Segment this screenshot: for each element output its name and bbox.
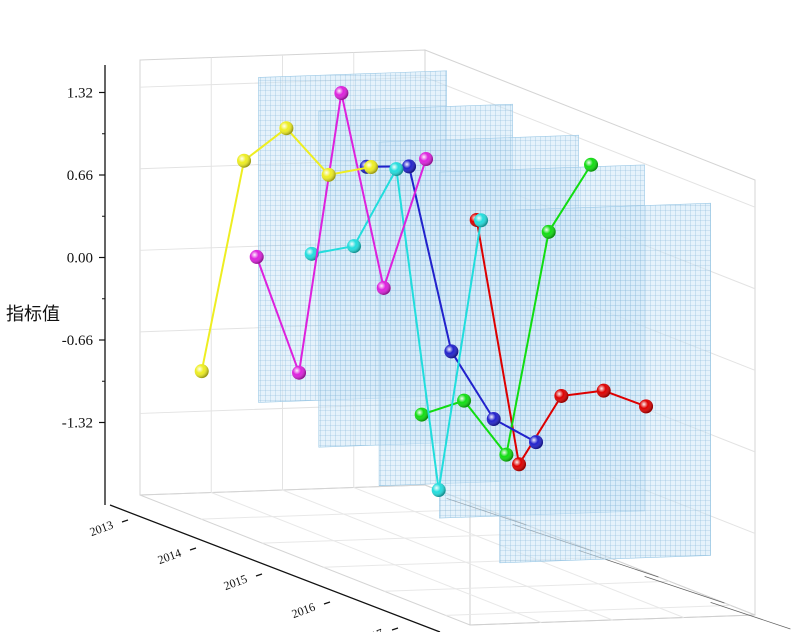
series-point-yellow xyxy=(279,121,294,136)
series-point-yellow xyxy=(321,167,336,182)
series-point-green xyxy=(499,447,514,462)
point-shine xyxy=(431,483,446,498)
year-tick xyxy=(323,601,331,605)
floor-gridline xyxy=(384,580,670,592)
plane-floor-line xyxy=(710,602,791,630)
year-tick-label: 2017 xyxy=(358,626,385,632)
point-shine xyxy=(414,407,429,422)
series-point-cyan xyxy=(347,239,362,254)
y-axis-title: 指标值 xyxy=(6,304,60,325)
point-shine xyxy=(304,246,319,261)
point-shine xyxy=(639,399,654,414)
point-shine xyxy=(419,152,434,167)
series-point-cyan xyxy=(304,246,319,261)
point-shine xyxy=(237,153,252,168)
point-shine xyxy=(402,159,417,174)
series-point-green xyxy=(584,157,599,172)
year-tick xyxy=(391,627,399,631)
series-point-magenta xyxy=(334,86,349,101)
series-point-red xyxy=(512,457,527,472)
floor-gridline xyxy=(211,492,542,623)
point-shine xyxy=(554,388,569,403)
point-shine xyxy=(457,393,472,408)
point-shine xyxy=(334,86,349,101)
y-tick-label: 1.32 xyxy=(67,86,93,102)
y-tick-label: 0.66 xyxy=(67,168,94,184)
series-point-green xyxy=(414,407,429,422)
series-point-magenta xyxy=(249,249,264,264)
year-tick xyxy=(255,573,263,577)
series-point-red xyxy=(554,388,569,403)
year-tick-label: 2016 xyxy=(290,600,317,621)
point-shine xyxy=(376,280,391,295)
plane-floor-line xyxy=(644,576,725,604)
series-point-cyan xyxy=(431,483,446,498)
point-shine xyxy=(347,239,362,254)
floor-gridline xyxy=(445,604,731,616)
series-point-yellow xyxy=(364,160,379,175)
point-shine xyxy=(486,412,501,427)
series-point-yellow xyxy=(237,153,252,168)
series-point-red xyxy=(639,399,654,414)
point-shine xyxy=(474,213,489,228)
series-point-blue xyxy=(486,412,501,427)
point-shine xyxy=(499,447,514,462)
point-shine xyxy=(389,162,404,177)
year-tick-label: 2013 xyxy=(88,518,115,539)
series-point-red xyxy=(596,383,611,398)
series-point-blue xyxy=(444,344,459,359)
point-shine xyxy=(279,121,294,136)
point-shine xyxy=(584,157,599,172)
year-tick-label: 2015 xyxy=(222,572,249,593)
point-shine xyxy=(444,344,459,359)
series-lines xyxy=(194,86,654,498)
point-shine xyxy=(596,383,611,398)
y-tick-label: 0.00 xyxy=(67,251,93,267)
floor-gridline xyxy=(282,489,613,621)
series-point-magenta xyxy=(292,365,307,380)
year-tick-label: 2014 xyxy=(156,546,183,567)
y-tick-label: -1.32 xyxy=(62,416,93,432)
point-shine xyxy=(364,160,379,175)
series-point-blue xyxy=(529,435,544,450)
point-shine xyxy=(321,167,336,182)
point-shine xyxy=(292,365,307,380)
point-shine xyxy=(512,457,527,472)
point-shine xyxy=(529,435,544,450)
year-axis-line xyxy=(109,504,441,632)
series-point-cyan xyxy=(389,162,404,177)
point-shine xyxy=(541,224,556,239)
year-tick xyxy=(121,519,129,523)
series-point-green xyxy=(541,224,556,239)
floor-grid xyxy=(201,487,731,623)
series-point-yellow xyxy=(194,364,209,379)
point-shine xyxy=(194,364,209,379)
floor-gridline xyxy=(201,508,487,520)
series-point-magenta xyxy=(419,152,434,167)
series-point-cyan xyxy=(474,213,489,228)
series-point-green xyxy=(457,393,472,408)
series-point-blue xyxy=(402,159,417,174)
mesh-plane-grid xyxy=(499,202,711,564)
year-tick xyxy=(189,547,197,551)
y-tick-label: -0.66 xyxy=(62,333,94,349)
point-shine xyxy=(249,249,264,264)
mesh-planes xyxy=(258,70,791,630)
series-point-magenta xyxy=(376,280,391,295)
